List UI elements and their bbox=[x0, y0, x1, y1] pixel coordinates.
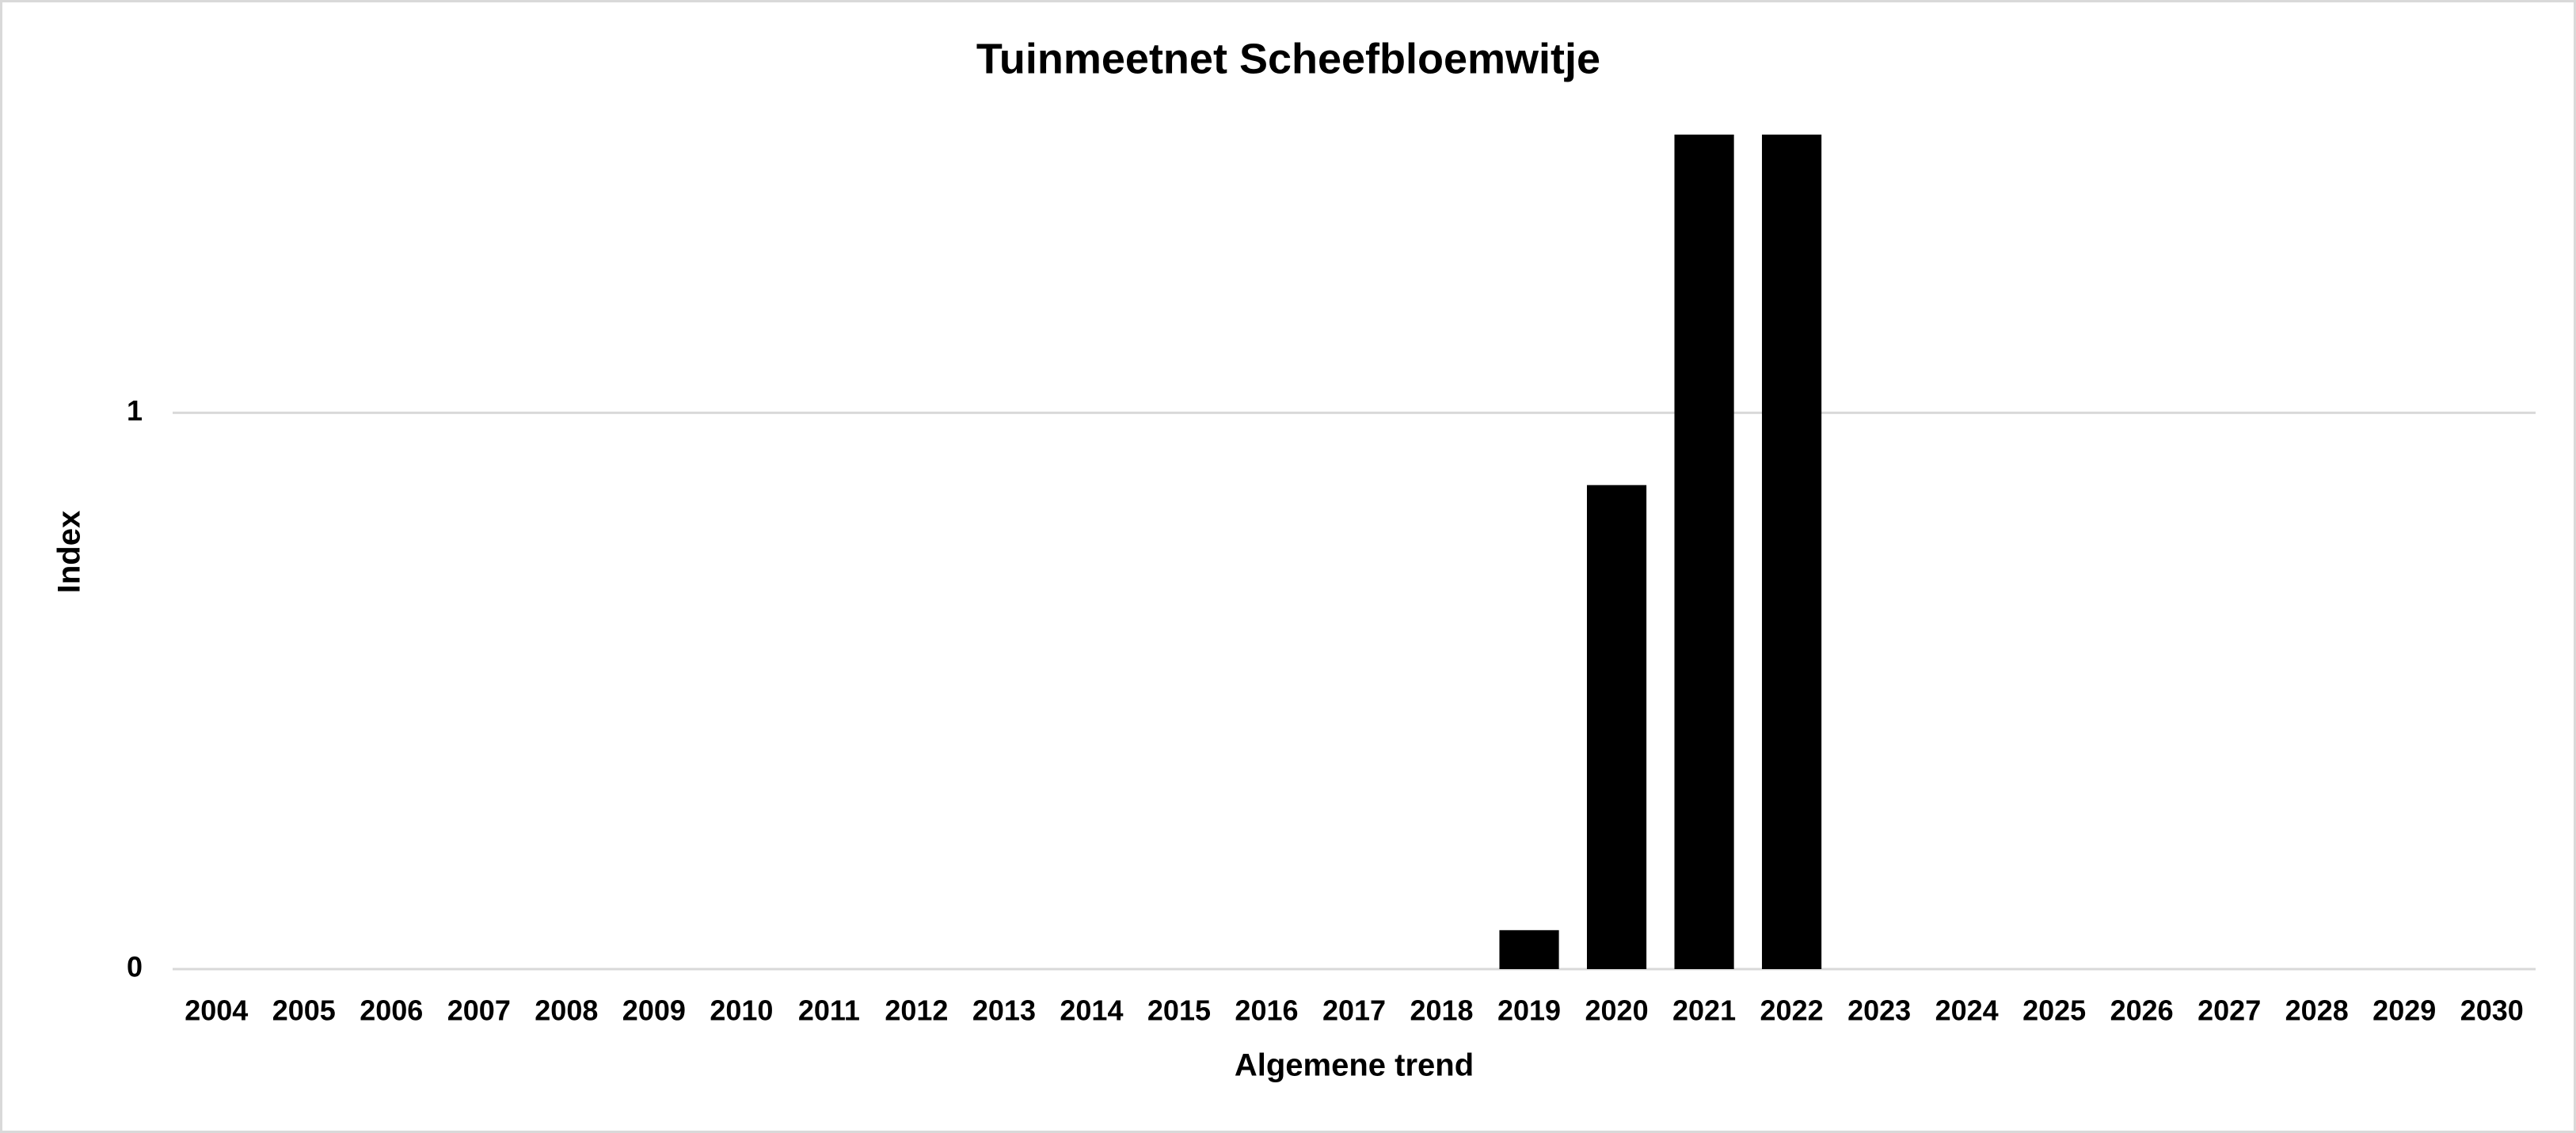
x-tick-label: 2005 bbox=[272, 994, 336, 1027]
x-tick-label: 2025 bbox=[2022, 994, 2086, 1027]
x-axis-label: Algemene trend bbox=[1235, 1048, 1474, 1083]
x-tick-label: 2006 bbox=[360, 994, 423, 1027]
x-tick-label: 2007 bbox=[447, 994, 511, 1027]
x-tick-label: 2010 bbox=[710, 994, 773, 1027]
x-tick-label: 2029 bbox=[2372, 994, 2436, 1027]
x-tick-label: 2027 bbox=[2197, 994, 2261, 1027]
x-tick-label: 2012 bbox=[885, 994, 948, 1027]
bar bbox=[1762, 135, 1822, 969]
x-tick-label: 2024 bbox=[1935, 994, 1999, 1027]
chart-title: Tuinmeetnet Scheefbloemwitje bbox=[976, 35, 1600, 82]
bar bbox=[1586, 485, 1647, 969]
x-tick-label: 2015 bbox=[1147, 994, 1211, 1027]
x-tick-label: 2014 bbox=[1060, 994, 1123, 1027]
x-tick-label: 2026 bbox=[2110, 994, 2174, 1027]
x-tick-label: 2023 bbox=[1847, 994, 1911, 1027]
x-tick-label: 2004 bbox=[185, 994, 248, 1027]
x-tick-label: 2019 bbox=[1497, 994, 1561, 1027]
x-tick-label: 2011 bbox=[798, 994, 860, 1027]
x-tick-label: 2008 bbox=[535, 994, 598, 1027]
x-tick-label: 2022 bbox=[1760, 994, 1824, 1027]
x-tick-label: 2017 bbox=[1322, 994, 1386, 1027]
x-tick-label: 2021 bbox=[1672, 994, 1736, 1027]
bar bbox=[1499, 930, 1559, 969]
bar bbox=[1674, 135, 1734, 969]
x-tick-label: 2030 bbox=[2460, 994, 2524, 1027]
x-tick-label: 2018 bbox=[1410, 994, 1473, 1027]
x-tick-label: 2016 bbox=[1235, 994, 1298, 1027]
y-tick-label: 1 bbox=[127, 394, 143, 427]
x-tick-label: 2013 bbox=[972, 994, 1036, 1027]
x-tick-label: 2028 bbox=[2285, 994, 2349, 1027]
y-axis-label: Index bbox=[52, 511, 87, 593]
x-tick-label: 2009 bbox=[622, 994, 686, 1027]
y-tick-label: 0 bbox=[127, 951, 143, 983]
x-tick-label: 2020 bbox=[1585, 994, 1649, 1027]
